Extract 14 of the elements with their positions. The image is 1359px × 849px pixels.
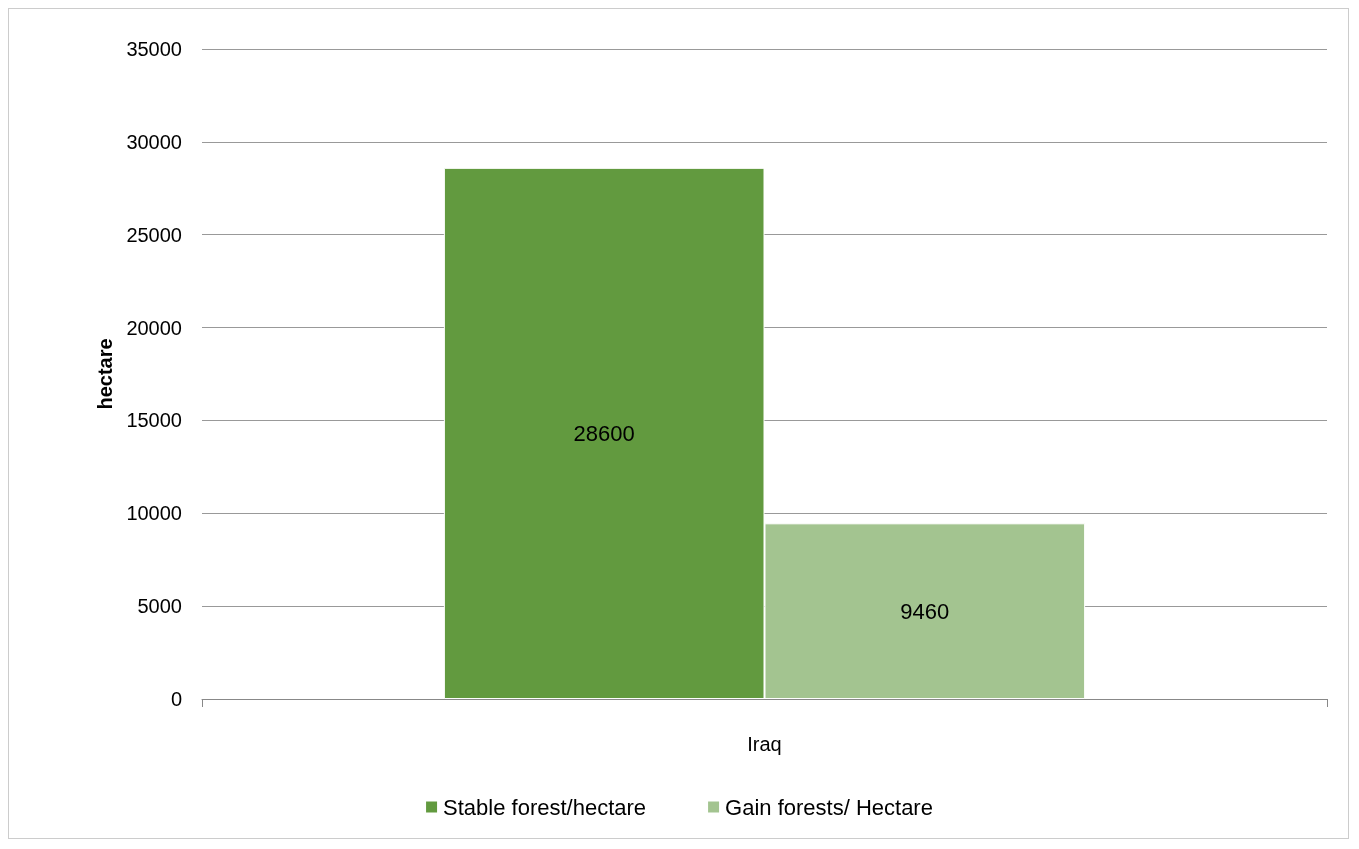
y-tick-label: 25000: [126, 223, 182, 246]
y-tick-label: 20000: [126, 316, 182, 339]
y-tick-label: 10000: [126, 502, 182, 525]
y-tick-label: 0: [170, 688, 182, 710]
y-tick-label: 15000: [126, 409, 182, 432]
data-label: 9460: [900, 598, 950, 624]
y-tick-label: 5000: [137, 595, 182, 618]
legend-label: Gain forests/ Hectare: [725, 794, 933, 820]
y-tick-label: 30000: [126, 130, 182, 153]
x-tick-label: Iraq: [747, 733, 782, 755]
y-tick-label: 35000: [126, 38, 182, 60]
data-label: 28600: [573, 420, 635, 446]
y-axis-title: hectare: [94, 338, 117, 410]
legend-label: Stable forest/hectare: [443, 794, 647, 820]
